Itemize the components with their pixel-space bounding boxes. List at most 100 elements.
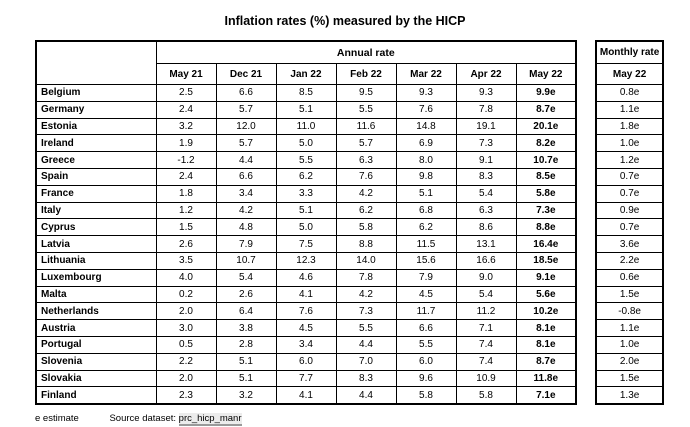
source-dataset-link[interactable]: prc_hicp_manr <box>178 413 242 427</box>
estimate-note: e estimate <box>35 413 79 425</box>
country-cell: Latvia <box>35 235 157 253</box>
table-row: Ireland 1.9 5.7 5.0 5.7 6.9 7.3 8.2e <box>35 134 577 153</box>
annual-value-cell: 2.5 <box>155 84 217 102</box>
annual-value-cell: 4.0 <box>155 268 217 287</box>
annual-value-cell: 6.2 <box>335 201 397 220</box>
annual-value-cell: 5.8 <box>455 386 517 405</box>
annual-value-cell: 4.4 <box>335 335 397 354</box>
monthly-table-row: 0.9e <box>595 201 664 220</box>
table-row: Slovenia 2.2 5.1 6.0 7.0 6.0 7.4 8.7e <box>35 352 577 371</box>
monthly-table-row: 0.8e <box>595 84 664 102</box>
country-cell: Lithuania <box>35 251 157 270</box>
annual-value-cell: 11.0 <box>275 117 337 136</box>
monthly-value-cell: 0.6e <box>595 268 664 287</box>
table-row: France 1.8 3.4 3.3 4.2 5.1 5.4 5.8e <box>35 184 577 203</box>
annual-rate-table: Annual rate May 21 Dec 21 Jan 22 Feb 22 … <box>35 40 578 406</box>
monthly-table-row: 0.7e <box>595 167 664 186</box>
annual-value-cell: 11.8e <box>515 369 577 388</box>
annual-group-header-row: Annual rate <box>35 40 577 85</box>
annual-value-cell: 7.6 <box>395 100 457 119</box>
annual-value-cell: 8.1e <box>515 319 577 337</box>
table-row: Malta 0.2 2.6 4.1 4.2 4.5 5.4 5.6e <box>35 285 577 304</box>
country-column-header <box>35 40 157 85</box>
annual-value-cell: 8.8 <box>335 235 397 253</box>
monthly-table-row: 1.0e <box>595 335 664 354</box>
annual-value-cell: 2.0 <box>155 302 217 321</box>
monthly-value-cell: 0.9e <box>595 201 664 220</box>
monthly-table-row: 1.2e <box>595 151 664 169</box>
monthly-group-header-row: Monthly rate <box>595 40 664 64</box>
annual-value-cell: 6.3 <box>335 151 397 169</box>
annual-value-cell: 1.2 <box>155 201 217 220</box>
annual-value-cell: 4.2 <box>335 285 397 304</box>
annual-value-cell: 7.0 <box>335 352 397 371</box>
table-row: Greece -1.2 4.4 5.5 6.3 8.0 9.1 10.7e <box>35 151 577 169</box>
annual-value-cell: 9.0 <box>455 268 517 287</box>
country-cell: Austria <box>35 319 157 337</box>
annual-value-cell: 9.1 <box>455 151 517 169</box>
annual-value-cell: 4.2 <box>335 184 397 203</box>
annual-value-cell: 2.0 <box>155 369 217 388</box>
monthly-value-cell: 2.0e <box>595 352 664 371</box>
monthly-value-cell: 1.5e <box>595 369 664 388</box>
annual-value-cell: 11.2 <box>455 302 517 321</box>
table-row: Estonia 3.2 12.0 11.0 11.6 14.8 19.1 20.1e <box>35 117 577 136</box>
annual-value-cell: 9.3 <box>395 84 457 102</box>
annual-value-cell: 5.5 <box>395 335 457 354</box>
annual-value-cell: -1.2 <box>155 151 217 169</box>
table-row: Austria 3.0 3.8 4.5 5.5 6.6 7.1 8.1e <box>35 319 577 337</box>
annual-value-cell: 6.8 <box>395 201 457 220</box>
annual-value-cell: 3.5 <box>155 251 217 270</box>
annual-value-cell: 5.4 <box>455 184 517 203</box>
annual-value-cell: 4.1 <box>275 386 337 405</box>
annual-value-cell: 6.2 <box>275 167 337 186</box>
monthly-table-row: 1.1e <box>595 100 664 119</box>
monthly-value-cell: 1.1e <box>595 100 664 119</box>
table-row: Germany 2.4 5.7 5.1 5.5 7.6 7.8 8.7e <box>35 100 577 119</box>
annual-value-cell: 5.6e <box>515 285 577 304</box>
monthly-table-row: 0.7e <box>595 218 664 237</box>
annual-value-cell: 8.5 <box>275 84 337 102</box>
annual-value-cell: 2.2 <box>155 352 217 371</box>
annual-value-cell: 3.4 <box>275 335 337 354</box>
column-header-apr22: Apr 22 <box>455 63 517 85</box>
country-cell: Italy <box>35 201 157 220</box>
table-row: Netherlands 2.0 6.4 7.6 7.3 11.7 11.2 10.2e <box>35 302 577 321</box>
annual-rate-group-header: Annual rate <box>155 40 577 64</box>
annual-value-cell: 8.3 <box>335 369 397 388</box>
monthly-value-cell: 1.2e <box>595 151 664 169</box>
monthly-table-row: 3.6e <box>595 235 664 253</box>
annual-value-cell: 9.6 <box>395 369 457 388</box>
monthly-value-cell: 1.0e <box>595 134 664 153</box>
annual-value-cell: 11.7 <box>395 302 457 321</box>
monthly-rate-table: Monthly rate May 22 0.8e 1.1e 1.8e 1.0e 1.2e… <box>595 40 665 406</box>
country-cell: Spain <box>35 167 157 186</box>
country-cell: Cyprus <box>35 218 157 237</box>
annual-value-cell: 5.7 <box>215 100 277 119</box>
annual-value-cell: 5.5 <box>275 151 337 169</box>
annual-value-cell: 1.5 <box>155 218 217 237</box>
annual-value-cell: 12.0 <box>215 117 277 136</box>
column-header-jan22: Jan 22 <box>275 63 337 85</box>
monthly-value-cell: 1.0e <box>595 335 664 354</box>
annual-value-cell: 5.1 <box>395 184 457 203</box>
country-cell: Slovakia <box>35 369 157 388</box>
annual-value-cell: 7.6 <box>275 302 337 321</box>
monthly-table-row: 1.3e <box>595 386 664 405</box>
annual-value-cell: 7.9 <box>395 268 457 287</box>
annual-value-cell: 5.4 <box>215 268 277 287</box>
annual-value-cell: 7.6 <box>335 167 397 186</box>
monthly-table-row: 1.5e <box>595 285 664 304</box>
table-row: Latvia 2.6 7.9 7.5 8.8 11.5 13.1 16.4e <box>35 235 577 253</box>
country-cell: Portugal <box>35 335 157 354</box>
monthly-table-row: 1.8e <box>595 117 664 136</box>
annual-value-cell: 10.2e <box>515 302 577 321</box>
annual-value-cell: 3.2 <box>155 117 217 136</box>
annual-value-cell: 8.1e <box>515 335 577 354</box>
monthly-value-cell: 0.7e <box>595 184 664 203</box>
annual-value-cell: 8.6 <box>455 218 517 237</box>
monthly-value-cell: 1.1e <box>595 319 664 337</box>
monthly-value-cell: -0.8e <box>595 302 664 321</box>
annual-value-cell: 3.0 <box>155 319 217 337</box>
annual-value-cell: 7.3e <box>515 201 577 220</box>
